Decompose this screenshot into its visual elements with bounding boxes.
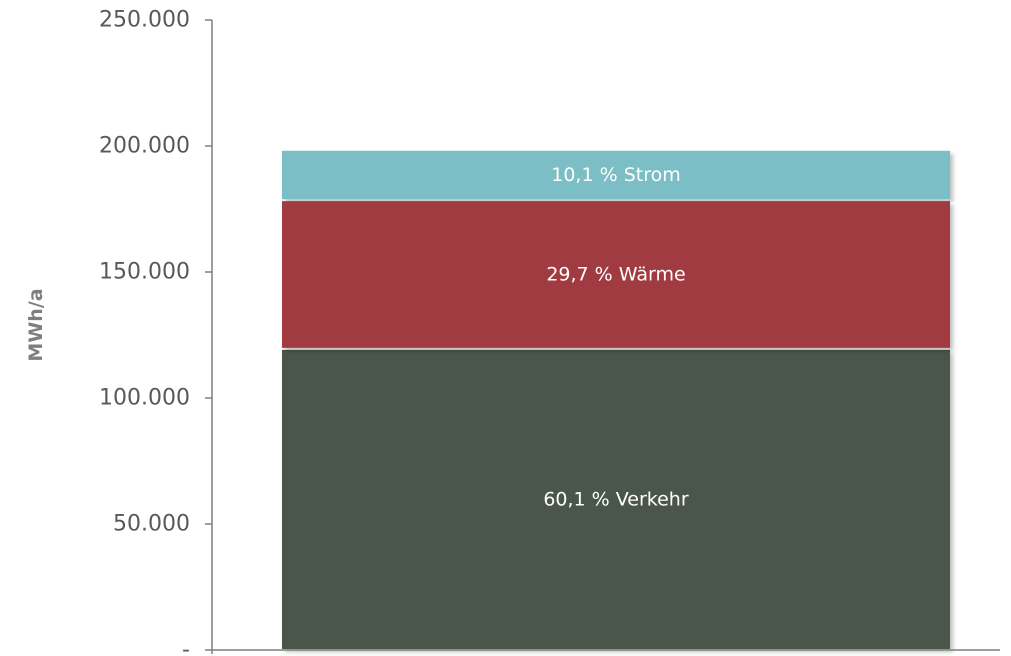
bar-segment-verkehr (282, 349, 950, 649)
bars-layer (282, 150, 950, 649)
y-tick-label: 100.000 (99, 386, 190, 411)
segment-label: 60,1 % Verkehr (543, 488, 689, 510)
y-tick-label: - (182, 638, 190, 656)
segment-label: 10,1 % Strom (551, 164, 680, 186)
y-ticks: - 50.000 100.000 150.000 200.000 250.000 (99, 8, 212, 656)
bar-segment-strom (282, 150, 950, 200)
y-tick-label: 50.000 (113, 512, 190, 537)
segment-label: 29,7 % Wärme (546, 264, 685, 286)
bar-segment-wrme (282, 201, 950, 348)
y-tick-label: 200.000 (99, 134, 190, 159)
y-tick-label: 250.000 (99, 8, 190, 33)
y-tick-label: 150.000 (99, 260, 190, 285)
axis-layer (211, 20, 1000, 654)
y-axis-title: MWh/a (25, 288, 47, 361)
segment-labels: 60,1 % Verkehr 29,7 % Wärme 10,1 % Strom (543, 164, 689, 510)
